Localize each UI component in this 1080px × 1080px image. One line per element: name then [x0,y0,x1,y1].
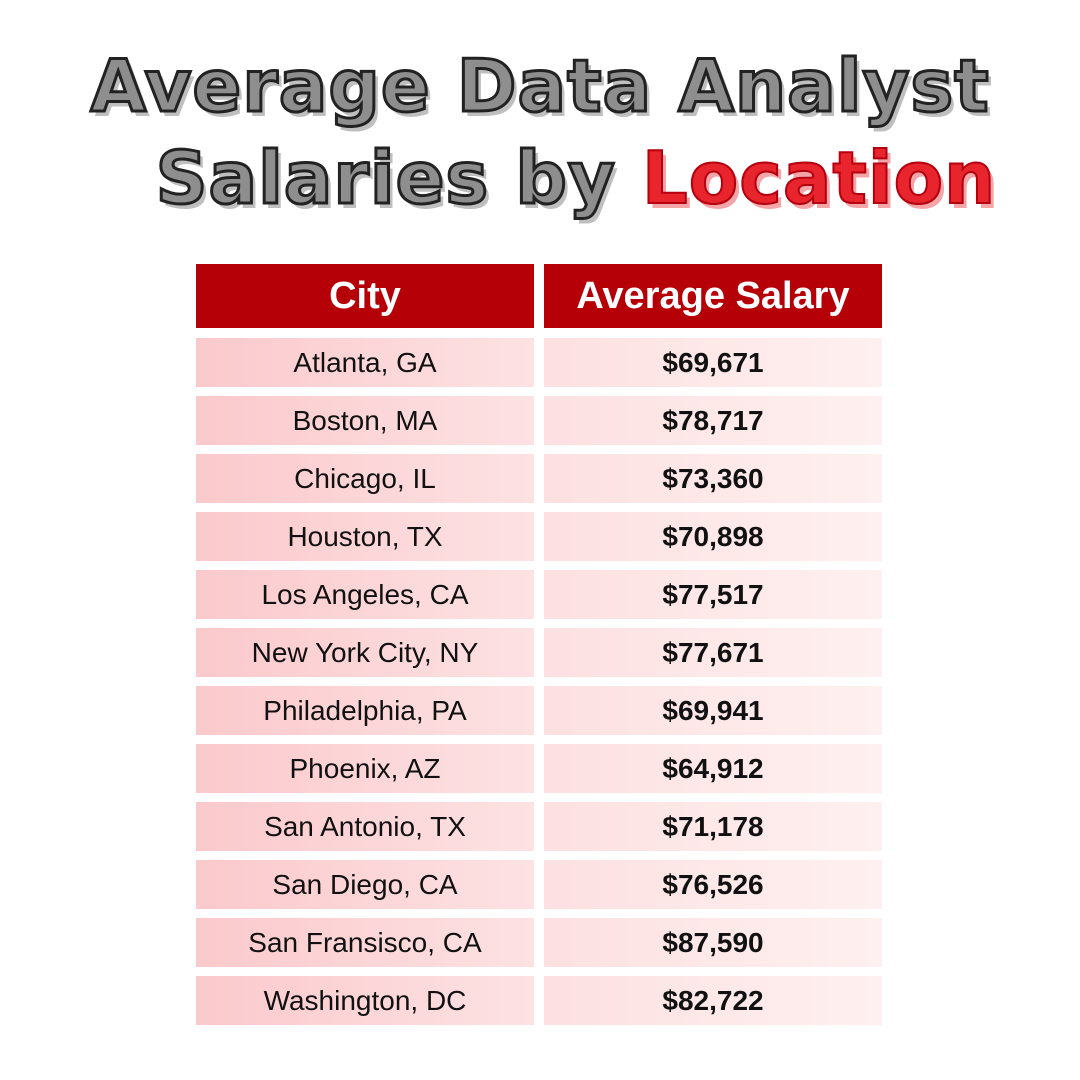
table-row: San Diego, CA $76,526 [196,860,884,909]
column-header-salary: Average Salary [544,264,882,328]
city-cell: Chicago, IL [196,454,534,503]
salary-cell: $73,360 [544,454,882,503]
city-cell: Philadelphia, PA [196,686,534,735]
table-body: Atlanta, GA $69,671 Boston, MA $78,717 Chica… [196,338,884,1025]
salary-cell: $77,671 [544,628,882,677]
city-cell: San Fransisco, CA [196,918,534,967]
table-row: San Fransisco, CA $87,590 [196,918,884,967]
title-highlight: Location [641,136,997,220]
salary-cell: $71,178 [544,802,882,851]
salary-cell: $77,517 [544,570,882,619]
table-row: Chicago, IL $73,360 [196,454,884,503]
title-line-2: Salaries by Location [36,136,1080,220]
table-row: Los Angeles, CA $77,517 [196,570,884,619]
table-row: Philadelphia, PA $69,941 [196,686,884,735]
table-row: Houston, TX $70,898 [196,512,884,561]
table-row: Boston, MA $78,717 [196,396,884,445]
table-row: San Antonio, TX $71,178 [196,802,884,851]
title-text-1: Average Data Analyst [89,44,990,128]
city-cell: Houston, TX [196,512,534,561]
city-cell: Los Angeles, CA [196,570,534,619]
city-cell: San Diego, CA [196,860,534,909]
city-cell: Washington, DC [196,976,534,1025]
table-row: Atlanta, GA $69,671 [196,338,884,387]
city-cell: Phoenix, AZ [196,744,534,793]
salary-table: City Average Salary Atlanta, GA $69,671 Bo… [196,264,884,1034]
city-cell: San Antonio, TX [196,802,534,851]
salary-cell: $70,898 [544,512,882,561]
title-text-2: Salaries by [154,136,616,220]
salary-cell: $69,671 [544,338,882,387]
city-cell: Atlanta, GA [196,338,534,387]
column-header-city: City [196,264,534,328]
city-cell: New York City, NY [196,628,534,677]
city-cell: Boston, MA [196,396,534,445]
table-header: City Average Salary [196,264,884,328]
title-line-1: Average Data Analyst [0,44,1080,128]
table-row: New York City, NY $77,671 [196,628,884,677]
salary-cell: $64,912 [544,744,882,793]
table-row: Phoenix, AZ $64,912 [196,744,884,793]
salary-cell: $82,722 [544,976,882,1025]
salary-cell: $87,590 [544,918,882,967]
salary-cell: $69,941 [544,686,882,735]
salary-cell: $76,526 [544,860,882,909]
salary-cell: $78,717 [544,396,882,445]
table-row: Washington, DC $82,722 [196,976,884,1025]
